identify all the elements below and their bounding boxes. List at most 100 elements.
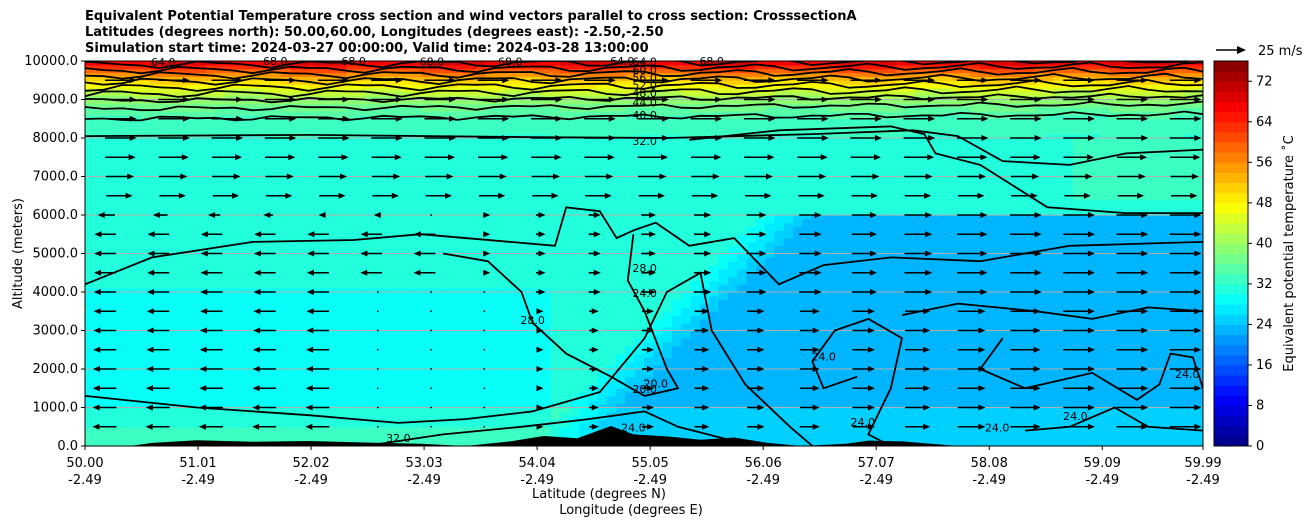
colorbar-label: Equivalent potential temperature ˚C: [1281, 135, 1297, 371]
wind-vector-head: [306, 327, 314, 334]
contour-label: 64.0: [151, 56, 176, 69]
wind-vector-head: [1194, 289, 1202, 295]
wind-vector-head: [662, 77, 669, 84]
x-tick-label-lat: 51.01: [179, 456, 216, 471]
wind-vector-head: [704, 269, 712, 276]
colorbar-tick-label: 64: [1256, 115, 1273, 130]
wind-vector: [376, 348, 379, 351]
colorbar-band: [1214, 395, 1248, 406]
wind-vector-head: [923, 366, 931, 372]
x-tick-label-lat: 52.02: [292, 456, 329, 471]
contour-label: 60.0: [632, 64, 657, 77]
wind-vector-head: [1141, 269, 1149, 276]
wind-vector-head: [146, 308, 154, 315]
y-tick-label: 5000.0: [33, 247, 79, 262]
contour-line: [85, 206, 1203, 286]
wind-vector-head: [593, 212, 601, 218]
colorbar-tick-label: 8: [1256, 398, 1264, 413]
wind-vector-head: [591, 366, 599, 372]
x-tick-label-lat: 58.08: [971, 456, 1008, 471]
wind-vector-head: [286, 173, 294, 180]
wind-vector-head: [757, 423, 765, 430]
wind-vector-head: [759, 289, 767, 295]
wind-vector-head: [198, 423, 206, 430]
wind-vector-head: [646, 308, 654, 315]
wind-vector-head: [395, 135, 403, 141]
wind-vector-head: [92, 404, 100, 411]
wind-vector-head: [978, 327, 986, 334]
wind-vector-head: [252, 423, 260, 430]
wind-vector-head: [980, 212, 988, 218]
contour-line: [85, 110, 1203, 122]
wind-vector-head: [715, 115, 723, 122]
wind-vector-head: [923, 327, 931, 334]
wind-vector-head: [715, 135, 723, 141]
colorbar-band: [1214, 334, 1248, 346]
wind-vector-head: [1087, 289, 1095, 295]
wind-vector-head: [768, 135, 776, 141]
colorbar-band: [1214, 375, 1248, 386]
wind-vector-head: [1141, 308, 1149, 315]
wind-vector-head: [199, 346, 207, 353]
wind-vector-head: [1141, 212, 1149, 218]
wind-vector-head: [536, 346, 544, 353]
wind-vector-head: [981, 135, 989, 141]
wind-vector-head: [593, 289, 601, 295]
y-tick-label: 3000.0: [33, 324, 79, 339]
contour-label: 24.0: [811, 350, 836, 363]
wind-vector-head: [502, 135, 510, 141]
wind-vector-head: [646, 423, 654, 430]
wind-vector-head: [928, 135, 936, 141]
colorbar-band: [1214, 172, 1248, 184]
wind-vector-head: [449, 135, 457, 141]
wind-vector: [430, 368, 432, 370]
colorbar-band: [1214, 263, 1248, 275]
wind-vector-head: [1141, 250, 1149, 257]
wind-vector-head: [1034, 269, 1042, 276]
x-tick-label-lon: -2.49: [181, 473, 215, 488]
wind-vector-head: [704, 231, 712, 238]
wind-vector-head: [712, 173, 720, 180]
wind-vector-head: [591, 404, 599, 411]
wind-vector-head: [502, 96, 510, 103]
contour-label: 68.0: [699, 55, 724, 68]
wind-vector-head: [978, 404, 986, 411]
wind-vector: [376, 291, 379, 293]
wind-vector-head: [1087, 404, 1095, 411]
y-tick-label: 7000.0: [33, 170, 79, 185]
wind-vector-head: [759, 231, 767, 238]
wind-vector-head: [145, 404, 153, 411]
wind-vector-head: [648, 289, 656, 295]
y-tick-label: 10000.0: [24, 54, 78, 69]
wind-vector-head: [648, 212, 656, 218]
colorbar-tick-label: 0: [1256, 439, 1264, 454]
wind-vector-head: [1141, 77, 1149, 84]
wind-vector-head: [867, 385, 875, 392]
wind-vector-head: [978, 308, 986, 315]
wind-vector-head: [593, 269, 601, 276]
wind-vectors: [92, 77, 1202, 430]
wind-vector-head: [499, 173, 507, 180]
wind-vector-head: [306, 346, 314, 353]
wind-vector: [376, 425, 379, 428]
wind-vector-head: [757, 346, 765, 353]
wind-vector-head: [646, 385, 654, 392]
contour-line: [689, 125, 1203, 214]
wind-vector-head: [819, 173, 827, 180]
wind-vector-head: [981, 115, 989, 122]
wind-vector: [483, 368, 486, 370]
wind-vector-head: [342, 135, 350, 141]
wind-vector-head: [1141, 289, 1149, 295]
wind-vector-head: [927, 154, 935, 161]
wind-vector-head: [1193, 154, 1201, 161]
wind-vector-head: [1034, 289, 1042, 295]
wind-vector-head: [146, 327, 154, 334]
wind-vector-head: [925, 269, 933, 276]
wind-vector-head: [253, 327, 261, 334]
wind-vector-head: [555, 96, 563, 103]
colorbar: 0 8 16 24 32 40 48 56 64 72 Equivalent potential t…: [1213, 60, 1297, 454]
wind-vector-head: [702, 423, 710, 430]
wind-vector-head: [981, 96, 989, 103]
wind-vector-head: [252, 385, 260, 392]
contour-label: 24.0: [621, 422, 646, 435]
